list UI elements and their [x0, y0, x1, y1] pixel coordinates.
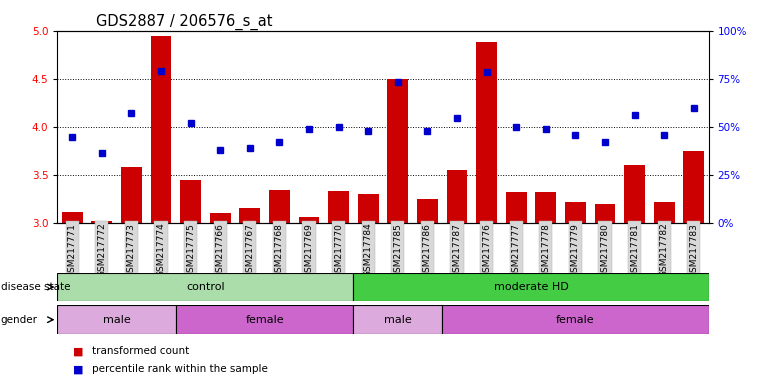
Text: GSM217784: GSM217784 [364, 223, 373, 278]
Text: GSM217781: GSM217781 [630, 223, 639, 278]
Text: GSM217786: GSM217786 [423, 223, 432, 278]
Text: GSM217785: GSM217785 [393, 223, 402, 278]
Bar [353, 273, 709, 301]
Bar [565, 202, 586, 223]
Text: disease state: disease state [1, 282, 70, 292]
Bar [121, 167, 142, 223]
Text: GSM217773: GSM217773 [127, 223, 136, 278]
Text: GSM217787: GSM217787 [453, 223, 461, 278]
Bar [91, 221, 112, 223]
Bar [388, 79, 408, 223]
Text: GSM217782: GSM217782 [660, 223, 669, 278]
Text: GSM217766: GSM217766 [216, 223, 224, 278]
Text: GSM217777: GSM217777 [512, 223, 521, 278]
Bar [151, 36, 172, 223]
Text: GSM217775: GSM217775 [186, 223, 195, 278]
Bar [654, 202, 675, 223]
Text: GSM217774: GSM217774 [156, 223, 165, 278]
Bar [329, 191, 349, 223]
Text: control: control [186, 282, 224, 292]
Text: GSM217767: GSM217767 [245, 223, 254, 278]
Text: GSM217776: GSM217776 [482, 223, 491, 278]
Text: GDS2887 / 206576_s_at: GDS2887 / 206576_s_at [96, 13, 272, 30]
Text: male: male [103, 314, 130, 325]
Text: transformed count: transformed count [92, 346, 189, 356]
Bar [57, 273, 353, 301]
Bar [476, 42, 497, 223]
Text: GSM217783: GSM217783 [689, 223, 699, 278]
Text: male: male [384, 314, 411, 325]
Text: GSM217768: GSM217768 [275, 223, 284, 278]
Text: ■: ■ [73, 364, 83, 374]
Bar [535, 192, 556, 223]
Bar [299, 217, 319, 223]
Text: moderate HD: moderate HD [493, 282, 568, 292]
Text: female: female [245, 314, 284, 325]
Bar [353, 305, 442, 334]
Text: percentile rank within the sample: percentile rank within the sample [92, 364, 268, 374]
Bar [506, 192, 526, 223]
Bar [62, 212, 83, 223]
Bar [683, 151, 704, 223]
Bar [358, 194, 378, 223]
Text: ■: ■ [73, 346, 83, 356]
Bar [57, 305, 176, 334]
Text: female: female [556, 314, 594, 325]
Bar [624, 165, 645, 223]
Bar [210, 213, 231, 223]
Text: gender: gender [1, 314, 38, 325]
Text: GSM217771: GSM217771 [67, 223, 77, 278]
Text: GSM217769: GSM217769 [305, 223, 313, 278]
Bar [417, 199, 437, 223]
Bar [447, 170, 467, 223]
Bar [594, 204, 615, 223]
Text: GSM217780: GSM217780 [601, 223, 610, 278]
Text: GSM217778: GSM217778 [542, 223, 550, 278]
Text: GSM217770: GSM217770 [334, 223, 343, 278]
Bar [180, 180, 201, 223]
Bar [269, 190, 290, 223]
Text: GSM217772: GSM217772 [97, 223, 106, 278]
Bar [176, 305, 353, 334]
Text: GSM217779: GSM217779 [571, 223, 580, 278]
Bar [442, 305, 709, 334]
Bar [240, 209, 260, 223]
